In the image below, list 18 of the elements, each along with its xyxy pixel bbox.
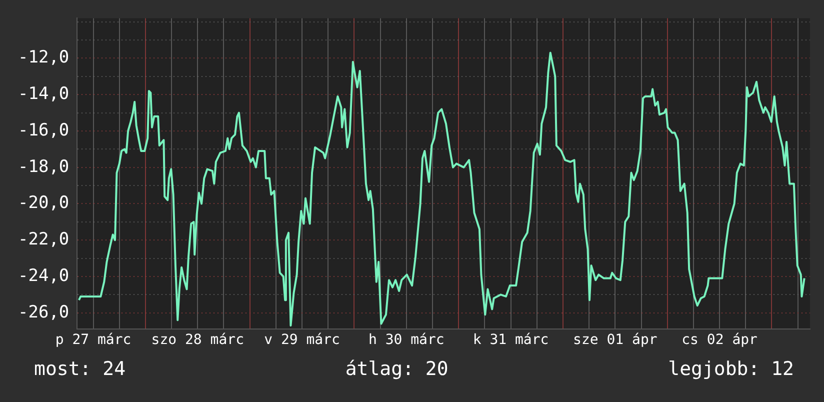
text: legjobb: 12 <box>668 358 794 380</box>
x-tick-label: cs 02 ápr <box>682 332 758 348</box>
y-tick-label: -18,0 <box>18 156 70 177</box>
y-tick-label: -26,0 <box>18 302 70 322</box>
y-tick-label: -22,0 <box>18 230 70 250</box>
x-tick-label: p 27 márc <box>55 332 132 348</box>
x-tick-label: k 31 márc <box>472 332 549 348</box>
text: átlag: 20 <box>345 358 448 380</box>
y-tick-label: -12,0 <box>18 48 70 68</box>
x-tick-label: szo 28 márc <box>151 332 244 348</box>
x-tick-label: sze 01 ápr <box>573 332 658 348</box>
y-tick-label: -16,0 <box>18 120 70 140</box>
y-tick-label: -14,0 <box>18 84 70 104</box>
x-tick-label: h 30 márc <box>368 332 444 348</box>
y-tick-label: -20,0 <box>18 193 70 214</box>
y-tick-label: -24,0 <box>18 266 70 286</box>
text: most: 24 <box>34 358 126 380</box>
x-tick-label: v 29 márc <box>264 332 340 348</box>
